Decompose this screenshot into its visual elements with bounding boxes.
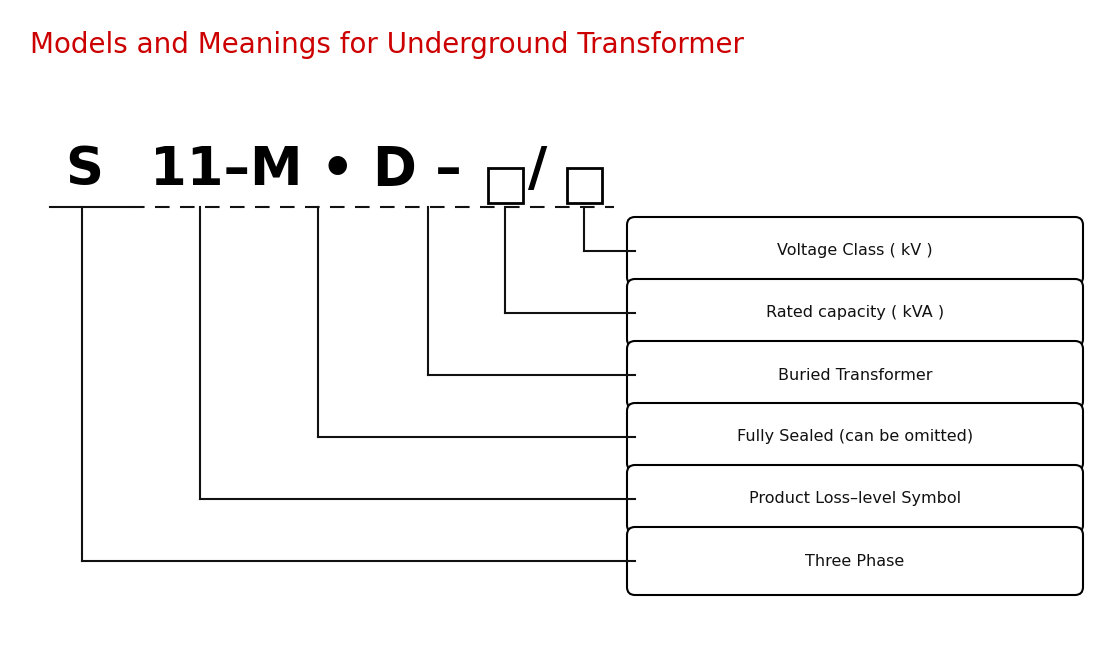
FancyBboxPatch shape: [627, 279, 1083, 347]
Text: Product Loss–level Symbol: Product Loss–level Symbol: [749, 491, 961, 507]
FancyBboxPatch shape: [627, 465, 1083, 533]
Bar: [567, 168, 602, 203]
Text: S: S: [65, 144, 103, 196]
Text: Fully Sealed (can be omitted): Fully Sealed (can be omitted): [737, 430, 974, 444]
FancyBboxPatch shape: [627, 403, 1083, 471]
Text: Voltage Class ( kV ): Voltage Class ( kV ): [777, 243, 933, 259]
Text: 11–M • D –: 11–M • D –: [150, 144, 462, 196]
Text: Models and Meanings for Underground Transformer: Models and Meanings for Underground Tran…: [30, 31, 744, 59]
Text: Rated capacity ( kVA ): Rated capacity ( kVA ): [766, 306, 944, 320]
FancyBboxPatch shape: [627, 217, 1083, 285]
Text: /: /: [528, 144, 547, 196]
Bar: [488, 168, 523, 203]
Text: Three Phase: Three Phase: [806, 554, 905, 568]
FancyBboxPatch shape: [627, 341, 1083, 409]
FancyBboxPatch shape: [627, 527, 1083, 595]
Text: Buried Transformer: Buried Transformer: [778, 367, 933, 383]
